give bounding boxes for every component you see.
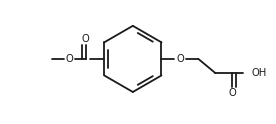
Text: O: O xyxy=(228,88,236,98)
Text: OH: OH xyxy=(251,68,267,78)
Text: O: O xyxy=(82,34,90,44)
Text: O: O xyxy=(176,54,184,64)
Text: O: O xyxy=(66,54,73,64)
